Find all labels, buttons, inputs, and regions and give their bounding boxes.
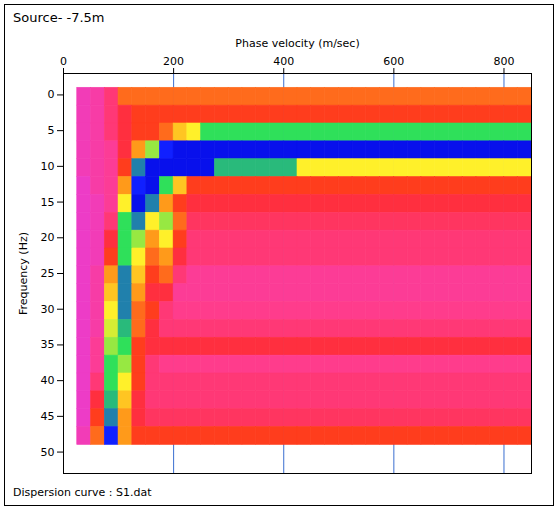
svg-text:600: 600 (383, 55, 404, 68)
svg-text:Phase velocity (m/sec): Phase velocity (m/sec) (235, 37, 359, 50)
svg-text:30: 30 (41, 303, 55, 316)
svg-text:Frequency (Hz): Frequency (Hz) (17, 232, 30, 315)
svg-text:800: 800 (493, 55, 514, 68)
html-text:Dispersion curve : S1.dat: Dispersion curve : S1.dat (13, 486, 152, 499)
svg-text:50: 50 (41, 446, 55, 459)
svg-text:200: 200 (163, 55, 184, 68)
html-text:Source- -7.5m: Source- -7.5m (13, 10, 105, 25)
svg-text:5: 5 (48, 124, 55, 137)
svg-text:10: 10 (41, 160, 55, 173)
svg-text:400: 400 (273, 55, 294, 68)
svg-text:25: 25 (41, 267, 55, 280)
svg-text:40: 40 (41, 374, 55, 387)
svg-text:15: 15 (41, 196, 55, 209)
svg-text:0: 0 (60, 55, 67, 68)
svg-text:20: 20 (41, 231, 55, 244)
svg-text:0: 0 (48, 88, 55, 101)
svg-text:35: 35 (41, 338, 55, 351)
svg-text:45: 45 (41, 410, 55, 423)
